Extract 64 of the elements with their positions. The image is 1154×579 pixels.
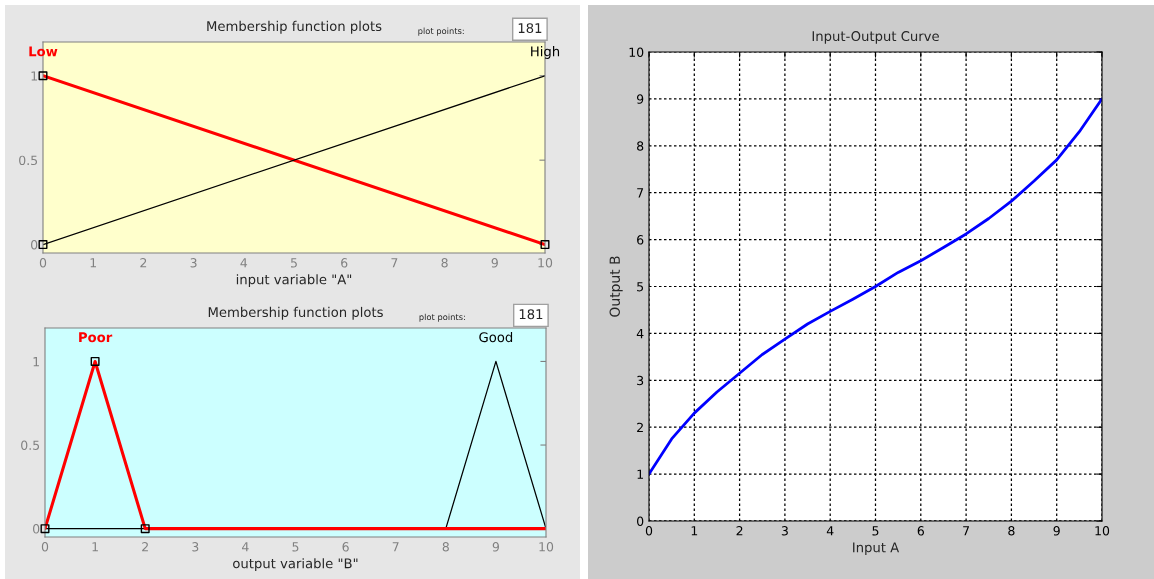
series-label: Good <box>479 331 513 343</box>
x-tick-label: 7 <box>963 526 970 536</box>
y-tick-label: 1 <box>33 357 39 367</box>
y-tick-label: 5 <box>637 282 644 292</box>
x-axis-title: Input A <box>853 542 900 555</box>
x-tick-label: 1 <box>90 258 97 268</box>
x-tick-label: 1 <box>691 526 698 536</box>
text: 181 <box>518 23 542 34</box>
y-tick-label: 9 <box>636 94 644 104</box>
y-tick-label: 2 <box>637 422 643 432</box>
text: plot points: <box>419 313 465 322</box>
x-tick-label: 10 <box>539 542 554 552</box>
x-tick-label: 0 <box>41 542 49 552</box>
x-tick-label: 8 <box>442 542 449 552</box>
y-tick-label: 3 <box>637 375 644 386</box>
x-tick-label: 2 <box>736 526 743 536</box>
x-tick-label: 0 <box>645 526 653 536</box>
x-tick-label: 5 <box>872 526 879 536</box>
x-tick-label: 3 <box>190 258 197 268</box>
y-tick-label: 10 <box>629 47 644 57</box>
y-tick-label: 0.5 <box>19 155 38 166</box>
x-axis-title: input variable "A" <box>236 274 352 287</box>
x-tick-label: 7 <box>392 542 399 552</box>
text: plot points: <box>418 27 464 36</box>
chart-title: Membership function plots <box>207 20 382 34</box>
x-tick-label: 5 <box>292 542 299 552</box>
x-axis-title: output variable "B" <box>233 558 358 571</box>
x-tick-label: 10 <box>538 258 553 268</box>
y-tick-label: 0 <box>31 240 38 250</box>
y-tick-label: 7 <box>637 188 644 198</box>
y-tick-label: 6 <box>637 235 644 245</box>
x-tick-label: 9 <box>1053 526 1060 536</box>
y-tick-label: 1 <box>637 469 643 479</box>
x-tick-label: 4 <box>826 526 834 536</box>
text: 181 <box>519 309 543 320</box>
y-tick-label: 1 <box>31 71 37 81</box>
x-tick-label: 6 <box>917 526 924 536</box>
chart-title: Membership function plots <box>208 306 383 320</box>
x-tick-label: 6 <box>342 542 349 552</box>
x-tick-label: 9 <box>491 258 498 268</box>
x-tick-label: 3 <box>781 526 788 536</box>
x-tick-label: 9 <box>492 542 499 552</box>
x-tick-label: 2 <box>142 542 148 552</box>
x-tick-label: 10 <box>1095 526 1110 536</box>
x-tick-label: 7 <box>391 258 398 268</box>
x-tick-label: 8 <box>1008 526 1015 536</box>
line-series <box>649 97 1102 476</box>
x-tick-label: 8 <box>441 258 448 268</box>
y-tick-label: 0.5 <box>21 440 40 450</box>
x-tick-label: 4 <box>240 258 248 268</box>
x-tick-label: 6 <box>341 258 348 268</box>
x-tick-label: 1 <box>92 542 98 552</box>
chart-title: Input-Output Curve <box>812 31 939 44</box>
x-tick-label: 2 <box>140 258 147 268</box>
y-tick-label: 0 <box>637 516 644 526</box>
y-tick-label: 8 <box>637 141 644 151</box>
series-label: Poor <box>79 332 113 343</box>
series-label: High <box>531 46 560 59</box>
x-tick-label: 5 <box>290 258 297 268</box>
series-label: Low <box>29 46 58 57</box>
y-tick-label: 4 <box>636 329 644 339</box>
x-tick-label: 3 <box>192 542 199 552</box>
y-axis-title: Output B <box>609 256 623 317</box>
x-tick-label: 4 <box>242 542 249 552</box>
